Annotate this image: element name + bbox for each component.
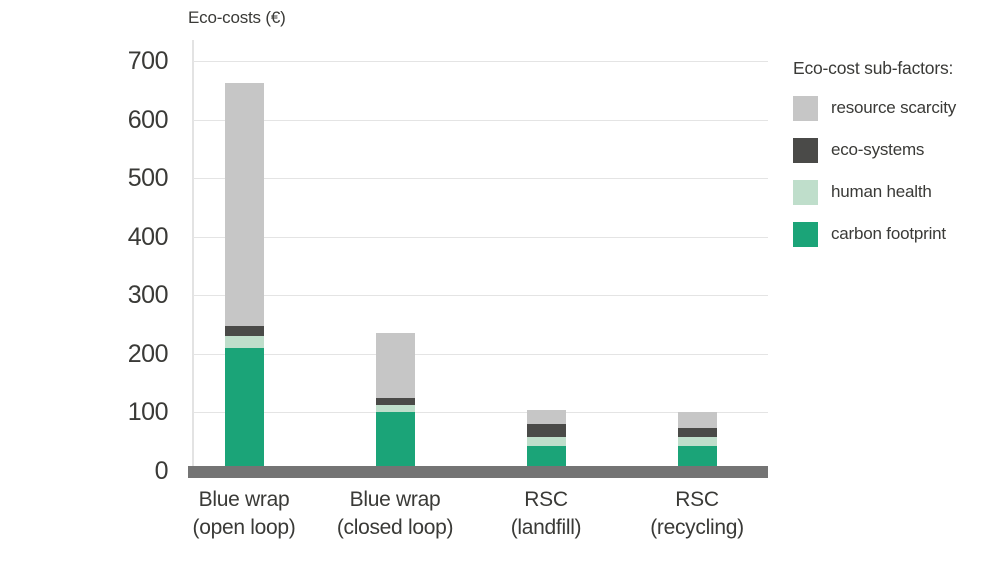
legend-label-resource-scarcity: resource scarcity	[831, 98, 957, 117]
y-axis-tick-label: 100	[127, 398, 169, 427]
y-axis-tick-label: 700	[127, 47, 169, 75]
y-axis-tick-label: 400	[127, 222, 169, 251]
legend: Eco-cost sub-factors: resource scarcity e…	[793, 58, 998, 255]
legend-item-human-health: human health	[793, 171, 998, 213]
bar-segment-human-health	[375, 405, 415, 413]
gridline-500	[193, 178, 768, 180]
chart-title: Eco-costs (€)	[188, 8, 286, 27]
bar-segment-eco-systems	[526, 424, 566, 438]
x-axis-category-label: Blue wrap (closed loop)	[336, 488, 454, 539]
legend-swatch-carbon-footprint	[793, 221, 818, 247]
legend-swatch-human-health	[793, 179, 818, 205]
bar-segment-carbon-footprint	[375, 412, 415, 471]
legend-label-human-health: human health	[831, 182, 932, 201]
legend-item-carbon-footprint: carbon footprint	[793, 213, 998, 255]
gridline-700	[193, 61, 768, 62]
legend-item-resource-scarcity: resource scarcity	[793, 87, 998, 129]
bar-segment-carbon-footprint	[224, 348, 264, 471]
bar-segment-human-health	[224, 336, 264, 348]
bar-blue-wrap-open-loop-	[224, 83, 264, 471]
y-axis-tick-label: 500	[127, 164, 169, 193]
bar-segment-human-health	[677, 437, 717, 447]
legend-swatch-resource-scarcity	[793, 95, 818, 121]
bar-rsc-recycling-	[677, 412, 717, 471]
y-axis-tick-label: 0	[154, 457, 169, 485]
gridline-400	[193, 236, 768, 238]
gridline-100	[193, 412, 768, 414]
y-axis-line	[192, 40, 194, 471]
bar-segment-resource-scarcity	[224, 83, 264, 327]
x-axis-category-label: Blue wrap (open loop)	[192, 488, 296, 539]
plot-area	[188, 61, 768, 478]
bar-segment-resource-scarcity	[375, 333, 415, 398]
gridline-200	[193, 353, 768, 355]
gridline-600	[193, 119, 768, 121]
legend-label-eco-systems: eco-systems	[831, 140, 925, 159]
y-axis-tick-label: 200	[127, 339, 169, 368]
legend-items: resource scarcity eco-systems human health…	[793, 87, 998, 255]
y-axis-tick-label: 300	[127, 281, 169, 310]
bar-segment-eco-systems	[677, 427, 717, 438]
legend-title: Eco-cost sub-factors:	[793, 58, 954, 78]
legend-label-carbon-footprint: carbon footprint	[831, 224, 946, 243]
bar-segment-resource-scarcity	[677, 412, 717, 428]
bar-blue-wrap-closed-loop-	[375, 333, 415, 471]
bar-segment-eco-systems	[224, 326, 264, 337]
y-axis-tick-label: 600	[127, 105, 169, 134]
bar-segment-human-health	[526, 437, 566, 447]
bar-rsc-landfill-	[526, 409, 566, 471]
bar-segment-resource-scarcity	[526, 409, 566, 425]
x-axis-line	[188, 466, 768, 478]
x-axis-category-label: RSC (recycling)	[650, 488, 744, 539]
bar-segment-eco-systems	[375, 397, 415, 406]
x-axis-category-label: RSC (landfill)	[510, 488, 582, 539]
legend-item-eco-systems: eco-systems	[793, 129, 998, 171]
legend-swatch-eco-systems	[793, 137, 818, 163]
gridline-300	[193, 295, 768, 297]
